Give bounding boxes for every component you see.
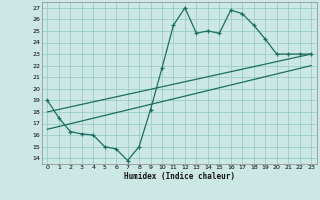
X-axis label: Humidex (Indice chaleur): Humidex (Indice chaleur): [124, 172, 235, 181]
